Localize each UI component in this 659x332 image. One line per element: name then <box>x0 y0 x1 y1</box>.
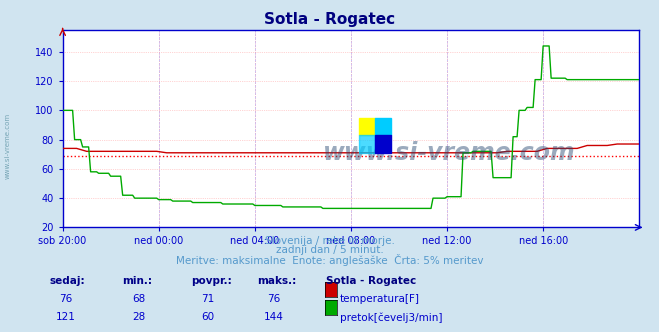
Text: zadnji dan / 5 minut.: zadnji dan / 5 minut. <box>275 245 384 255</box>
Text: min.:: min.: <box>122 276 152 286</box>
Text: 60: 60 <box>201 312 214 322</box>
Text: 121: 121 <box>56 312 76 322</box>
Bar <box>375 135 391 153</box>
Text: www.si-vreme.com: www.si-vreme.com <box>323 141 575 165</box>
Text: 28: 28 <box>132 312 145 322</box>
Text: Meritve: maksimalne  Enote: anglešaške  Črta: 5% meritev: Meritve: maksimalne Enote: anglešaške Čr… <box>176 254 483 266</box>
Text: sedaj:: sedaj: <box>49 276 85 286</box>
Bar <box>359 135 375 153</box>
Text: 71: 71 <box>201 294 214 304</box>
Text: temperatura[F]: temperatura[F] <box>340 294 420 304</box>
Bar <box>359 118 375 135</box>
Bar <box>375 118 391 135</box>
Text: Slovenija / reke in morje.: Slovenija / reke in morje. <box>264 236 395 246</box>
Text: 68: 68 <box>132 294 145 304</box>
Text: maks.:: maks.: <box>257 276 297 286</box>
Text: 144: 144 <box>264 312 283 322</box>
Text: pretok[čevelj3/min]: pretok[čevelj3/min] <box>340 312 443 323</box>
Text: 76: 76 <box>267 294 280 304</box>
Text: www.si-vreme.com: www.si-vreme.com <box>5 113 11 179</box>
Text: povpr.:: povpr.: <box>191 276 232 286</box>
Text: 76: 76 <box>59 294 72 304</box>
Text: Sotla - Rogatec: Sotla - Rogatec <box>264 12 395 27</box>
Text: Sotla - Rogatec: Sotla - Rogatec <box>326 276 416 286</box>
